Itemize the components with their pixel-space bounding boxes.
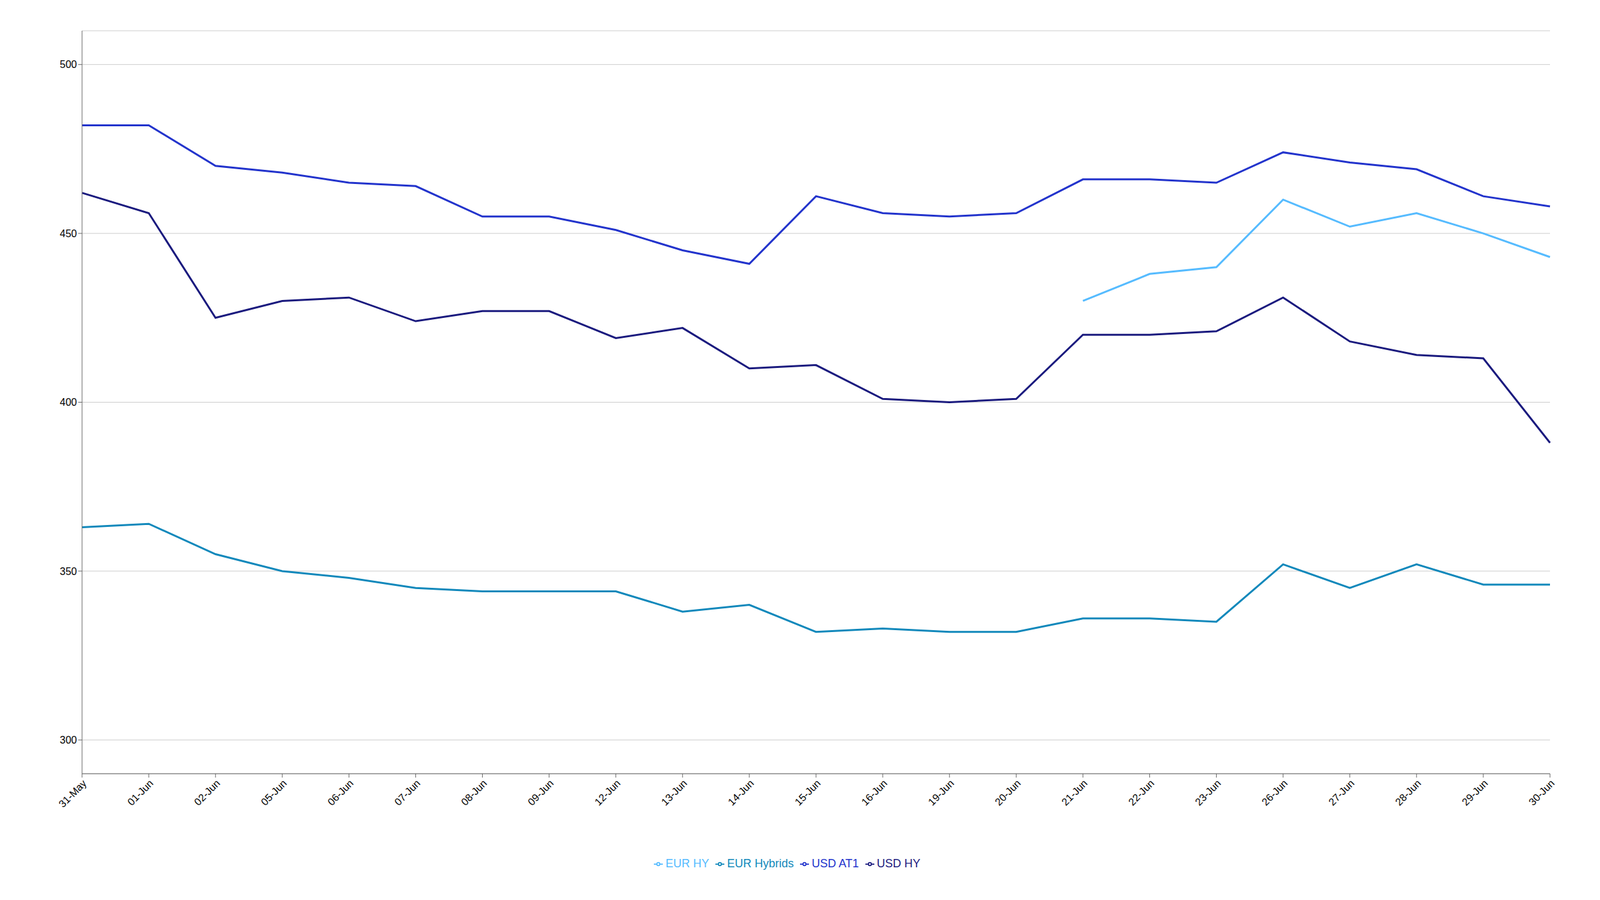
svg-text:02-Jun: 02-Jun <box>192 777 223 808</box>
html-text:USD AT1: USD AT1 <box>811 857 859 870</box>
svg-text:31-May: 31-May <box>56 777 89 810</box>
html-text:USD HY: USD HY <box>876 857 921 870</box>
svg-text:29-Jun: 29-Jun <box>1459 777 1490 808</box>
svg-text:19-Jun: 19-Jun <box>926 777 957 808</box>
svg-text:300: 300 <box>59 734 77 746</box>
svg-text:27-Jun: 27-Jun <box>1326 777 1357 808</box>
svg-text:350: 350 <box>59 566 77 577</box>
svg-text:14-Jun: 14-Jun <box>725 777 756 808</box>
svg-text:09-Jun: 09-Jun <box>525 777 556 808</box>
svg-text:13-Jun: 13-Jun <box>658 777 690 808</box>
svg-text:01-Jun: 01-Jun <box>125 777 156 808</box>
svg-text:30-Jun: 30-Jun <box>1526 777 1558 808</box>
svg-text:450: 450 <box>59 228 77 240</box>
svg-text:500: 500 <box>59 58 77 70</box>
svg-text:21-Jun: 21-Jun <box>1059 777 1090 808</box>
svg-text:05-Jun: 05-Jun <box>258 777 290 808</box>
svg-text:400: 400 <box>59 396 77 408</box>
svg-text:08-Jun: 08-Jun <box>458 777 490 808</box>
html-text:EUR HY: EUR HY <box>665 857 710 870</box>
svg-text:22-Jun: 22-Jun <box>1126 777 1157 808</box>
svg-text:06-Jun: 06-Jun <box>325 777 356 808</box>
svg-text:23-Jun: 23-Jun <box>1192 777 1224 808</box>
html-text:EUR Hybrids: EUR Hybrids <box>726 857 794 870</box>
svg-text:15-Jun: 15-Jun <box>792 777 824 808</box>
svg-text:16-Jun: 16-Jun <box>859 777 890 808</box>
svg-text:26-Jun: 26-Jun <box>1259 777 1290 808</box>
svg-text:12-Jun: 12-Jun <box>592 777 623 808</box>
svg-text:07-Jun: 07-Jun <box>392 777 423 808</box>
svg-text:20-Jun: 20-Jun <box>992 777 1024 808</box>
svg-text:28-Jun: 28-Jun <box>1392 777 1424 808</box>
